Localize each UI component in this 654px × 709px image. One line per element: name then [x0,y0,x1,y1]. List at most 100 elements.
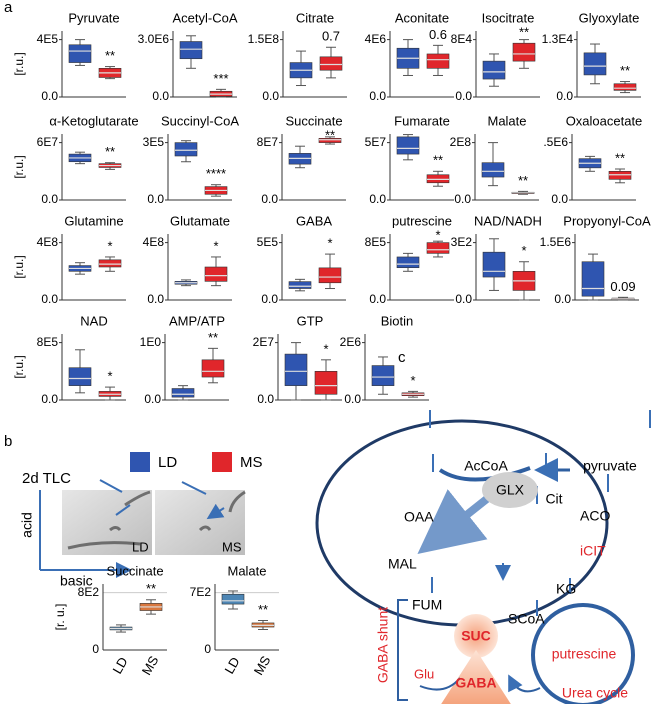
annotation: * [213,238,218,253]
legend-swatch [130,452,150,472]
annotation: ** [105,48,115,63]
node-label: SCoA [508,611,545,627]
suc-node [454,614,498,658]
annotation: ** [146,581,156,596]
annotation: 0.7 [322,29,340,44]
node-label: putrescine [552,646,617,662]
node-label: pyruvate [583,458,637,474]
y-tick-label: 3.0E6 [138,32,170,46]
y-tick-label: 0.0 [454,192,471,206]
node-label: GLX [496,482,525,498]
box [482,60,506,80]
y-tick-label: 2E6 [340,335,362,349]
arrow [99,479,225,517]
y-tick-label: 0.0 [344,392,361,406]
y-tick-label: 0.0 [152,89,169,103]
y-tick-label: 1E0 [140,335,162,349]
chart-title: Succinate [285,113,342,128]
chart-title: Malate [487,113,526,128]
annotation: **** [206,166,226,181]
y-tick-label: .5E6 [543,135,568,149]
annotation: ** [519,24,529,39]
chart-title: Succinyl-CoA [161,113,239,128]
chart-title: Glutamate [170,213,230,228]
chart-title: Succinate [106,563,163,578]
chart-title: Acetyl-CoA [172,10,237,25]
annotation: * [435,227,440,242]
legend-swatch [212,452,232,472]
box [319,56,343,71]
node-label: iCIT [580,543,606,559]
box [371,365,395,386]
chart-title: Citrate [296,10,334,25]
y-tick-label: 0.0 [257,392,274,406]
box [396,136,420,155]
y-axis-label: [r. u.] [53,604,67,631]
y-axis-label: [r.u.] [12,155,26,178]
tlc-title: 2d TLC [22,470,71,487]
annotation: ** [105,144,115,159]
y-tick-label: 4E5 [37,32,59,46]
chart-title: GABA [296,213,332,228]
y-tick-label: 4E6 [365,32,387,46]
annotation: ** [620,63,630,78]
box [426,53,450,69]
y-tick-label: 0.0 [551,192,568,206]
chart-title: NAD [80,313,107,328]
box [221,593,245,605]
y-tick-label: 8E4 [451,32,473,46]
annotation: 0.6 [429,27,447,42]
y-tick-label: 2E8 [450,135,472,149]
tlc-image-label: MS [222,539,242,554]
box [318,138,342,143]
y-tick-label: 0.0 [556,89,573,103]
annotation: ** [518,173,528,188]
y-axis-label: [r.u.] [12,52,26,75]
tlc-axis-label: acid [19,512,35,538]
panel-label: c [398,349,406,366]
y-tick-label: 0.0 [455,292,472,306]
box [318,267,342,284]
box [482,251,506,278]
x-tick-label: LD [221,655,242,677]
chart-title: Propyonyl-CoA [563,213,651,228]
y-tick-label: 0 [92,642,99,656]
node-label: OAA [404,509,434,525]
y-tick-label: 3E5 [143,135,165,149]
shunt-label: GABA shunt [375,607,391,683]
legend-label: LD [158,454,177,471]
y-tick-label: 4E8 [143,235,165,249]
box [314,371,338,395]
y-tick-label: 0.0 [262,89,279,103]
y-tick-label: 0.0 [369,292,386,306]
box [396,256,420,269]
y-tick-label: 4E8 [37,235,59,249]
box [481,162,505,178]
annotation: *** [213,71,228,86]
annotation: * [410,373,415,388]
box [284,353,308,386]
chart-title: α-Ketoglutarate [49,113,138,128]
box [288,281,312,289]
y-tick-label: 0.0 [41,292,58,306]
chart-title: NAD/NADH [474,213,542,228]
box [68,44,92,63]
y-tick-label: 8E5 [37,335,59,349]
y-tick-label: 3E2 [451,235,473,249]
glx-node [482,472,538,508]
y-tick-label: 0.0 [147,292,164,306]
chart-title: AMP/ATP [169,313,225,328]
box [68,367,92,386]
glx-arrow [417,489,491,554]
legend-label: MS [240,454,263,471]
arrow [419,678,541,691]
chart-title: Aconitate [395,10,449,25]
chart-title: Glyoxylate [579,10,640,25]
node-label: Cit [545,491,562,507]
annotation: * [327,236,332,251]
node-label: MAL [388,556,417,572]
annotation: 0.09 [610,279,635,294]
chart-title: Fumarate [394,113,450,128]
gaba-triangle [437,650,515,709]
node-label: FUM [412,597,442,613]
